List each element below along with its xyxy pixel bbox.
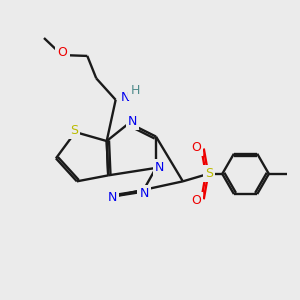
Text: N: N: [128, 115, 137, 128]
Text: H: H: [130, 84, 140, 98]
Text: O: O: [191, 194, 201, 207]
Text: N: N: [108, 191, 117, 204]
Text: S: S: [70, 124, 78, 137]
Text: N: N: [155, 161, 164, 174]
Text: S: S: [205, 167, 213, 180]
Text: O: O: [191, 140, 201, 154]
Text: N: N: [139, 187, 149, 200]
Text: N: N: [121, 91, 130, 104]
Text: O: O: [58, 46, 68, 59]
